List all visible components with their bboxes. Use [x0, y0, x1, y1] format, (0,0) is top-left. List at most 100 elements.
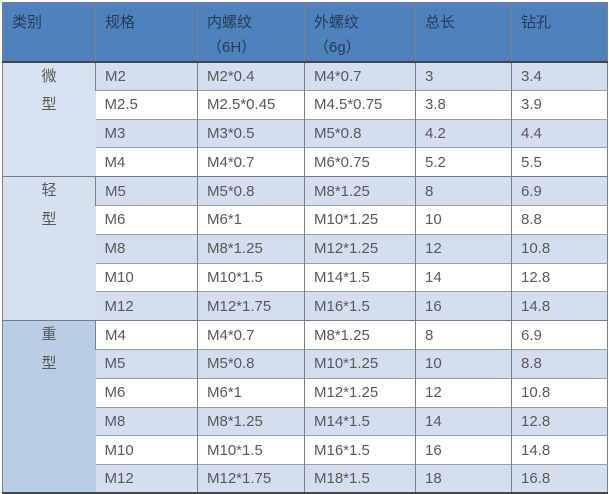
table-row: M8 M8*1.25 M14*1.5 14 12.8 [3, 406, 608, 436]
drill-hole-cell: 6.9 [511, 320, 608, 350]
column-header-label: 总长 [425, 14, 456, 31]
internal-thread-cell: M8*1.25 [197, 406, 305, 436]
external-thread-cell: M8*1.25 [304, 176, 416, 206]
table-row: M10 M10*1.5 M16*1.5 16 14.8 [3, 435, 608, 465]
spec-cell: M4 [95, 320, 198, 350]
total-length-cell: 18 [415, 464, 512, 494]
spec-cell: M3 [95, 118, 198, 148]
column-header-subline: （6g） [314, 39, 361, 56]
spec-cell: M6 [95, 204, 198, 235]
category-cell-heavy: 重 型 [2, 320, 96, 494]
drill-hole-cell: 10.8 [511, 233, 608, 264]
spec-cell: M12 [95, 291, 198, 321]
external-thread-cell: M10*1.25 [304, 204, 416, 235]
column-header-external-thread: 外螺纹 （6g） [304, 2, 416, 63]
internal-thread-cell: M4*0.7 [197, 320, 305, 350]
internal-thread-cell: M10*1.5 [197, 262, 305, 292]
total-length-cell: 8 [415, 176, 512, 206]
internal-thread-cell: M2*0.4 [197, 61, 305, 91]
table-row: M12 M12*1.75 M18*1.5 18 16.8 [3, 464, 608, 494]
drill-hole-cell: 16.8 [511, 464, 608, 494]
category-label-line: 型 [41, 210, 57, 228]
drill-hole-cell: 5.5 [511, 147, 608, 177]
internal-thread-cell: M2.5*0.45 [197, 89, 305, 120]
drill-hole-cell: 14.8 [511, 291, 608, 321]
total-length-cell: 3.8 [415, 89, 512, 120]
table-row: M3 M3*0.5 M5*0.8 4.2 4.4 [3, 118, 608, 148]
drill-hole-cell: 8.8 [511, 348, 608, 379]
internal-thread-cell: M10*1.5 [197, 435, 305, 465]
total-length-cell: 16 [415, 291, 512, 321]
column-header-label: 钻孔 [521, 14, 552, 31]
column-header-label: 内螺纹 [207, 14, 253, 31]
external-thread-cell: M5*0.8 [304, 118, 416, 148]
column-header-label: 规格 [105, 14, 136, 31]
column-header-spec: 规格 [95, 2, 198, 63]
external-thread-cell: M14*1.5 [304, 406, 416, 436]
spec-cell: M4 [95, 147, 198, 177]
drill-hole-cell: 6.9 [511, 176, 608, 206]
total-length-cell: 3 [415, 61, 512, 91]
internal-thread-cell: M12*1.75 [197, 291, 305, 321]
spec-cell: M5 [95, 176, 198, 206]
total-length-cell: 12 [415, 233, 512, 264]
table-row: M8 M8*1.25 M12*1.25 12 10.8 [3, 233, 608, 264]
internal-thread-cell: M3*0.5 [197, 118, 305, 148]
external-thread-cell: M4.5*0.75 [304, 89, 416, 120]
drill-hole-cell: 10.8 [511, 377, 608, 408]
table-row: M4 M4*0.7 M6*0.75 5.2 5.5 [3, 147, 608, 177]
external-thread-cell: M16*1.5 [304, 291, 416, 321]
column-header-drill-hole: 钻孔 [511, 2, 608, 63]
spec-cell: M5 [95, 348, 198, 379]
table-row: M12 M12*1.75 M16*1.5 16 14.8 [3, 291, 608, 321]
table-row: 重 型 M4 M4*0.7 M8*1.25 8 6.9 [2, 320, 608, 494]
external-thread-cell: M6*0.75 [304, 147, 416, 177]
table-row: M6 M6*1 M10*1.25 10 8.8 [3, 204, 608, 235]
table-row: 轻 型 M5 M5*0.8 M8*1.25 8 6.9 [2, 176, 608, 321]
table-row: M10 M10*1.5 M14*1.5 14 12.8 [3, 262, 608, 292]
external-thread-cell: M14*1.5 [304, 262, 416, 292]
column-header-subline: （6H） [207, 39, 257, 56]
external-thread-cell: M12*1.25 [304, 377, 416, 408]
drill-hole-cell: 12.8 [511, 406, 608, 436]
external-thread-cell: M8*1.25 [304, 320, 416, 350]
spec-cell: M6 [95, 377, 198, 408]
total-length-cell: 12 [415, 377, 512, 408]
spec-cell: M8 [95, 233, 198, 264]
spec-cell: M10 [95, 435, 198, 465]
external-thread-cell: M16*1.5 [304, 435, 416, 465]
spec-cell: M12 [95, 464, 198, 494]
column-header-label: 类别 [12, 14, 43, 31]
internal-thread-cell: M6*1 [197, 377, 305, 408]
table-row: M6 M6*1 M12*1.25 12 10.8 [3, 377, 608, 408]
spec-cell: M2.5 [95, 89, 198, 120]
total-length-cell: 8 [415, 320, 512, 350]
total-length-cell: 4.2 [415, 118, 512, 148]
column-header-total-length: 总长 [415, 2, 512, 63]
category-cell-light: 轻 型 [2, 176, 96, 321]
column-header-label: 外螺纹 [314, 14, 360, 31]
total-length-cell: 10 [415, 204, 512, 235]
total-length-cell: 16 [415, 435, 512, 465]
category-label-line: 微 [41, 67, 57, 85]
table-row: M2.5 M2.5*0.45 M4.5*0.75 3.8 3.9 [3, 89, 608, 120]
drill-hole-cell: 3.4 [511, 61, 608, 91]
total-length-cell: 5.2 [415, 147, 512, 177]
total-length-cell: 14 [415, 406, 512, 436]
drill-hole-cell: 8.8 [511, 204, 608, 235]
internal-thread-cell: M5*0.8 [197, 348, 305, 379]
internal-thread-cell: M6*1 [197, 204, 305, 235]
internal-thread-cell: M5*0.8 [197, 176, 305, 206]
internal-thread-cell: M4*0.7 [197, 147, 305, 177]
external-thread-cell: M12*1.25 [304, 233, 416, 264]
drill-hole-cell: 12.8 [511, 262, 608, 292]
external-thread-cell: M4*0.7 [304, 61, 416, 91]
internal-thread-cell: M8*1.25 [197, 233, 305, 264]
spec-cell: M10 [95, 262, 198, 292]
column-header-internal-thread: 内螺纹 （6H） [197, 2, 305, 63]
category-label-line: 重 [41, 326, 57, 344]
total-length-cell: 14 [415, 262, 512, 292]
table-row: M5 M5*0.8 M10*1.25 10 8.8 [3, 348, 608, 379]
total-length-cell: 10 [415, 348, 512, 379]
